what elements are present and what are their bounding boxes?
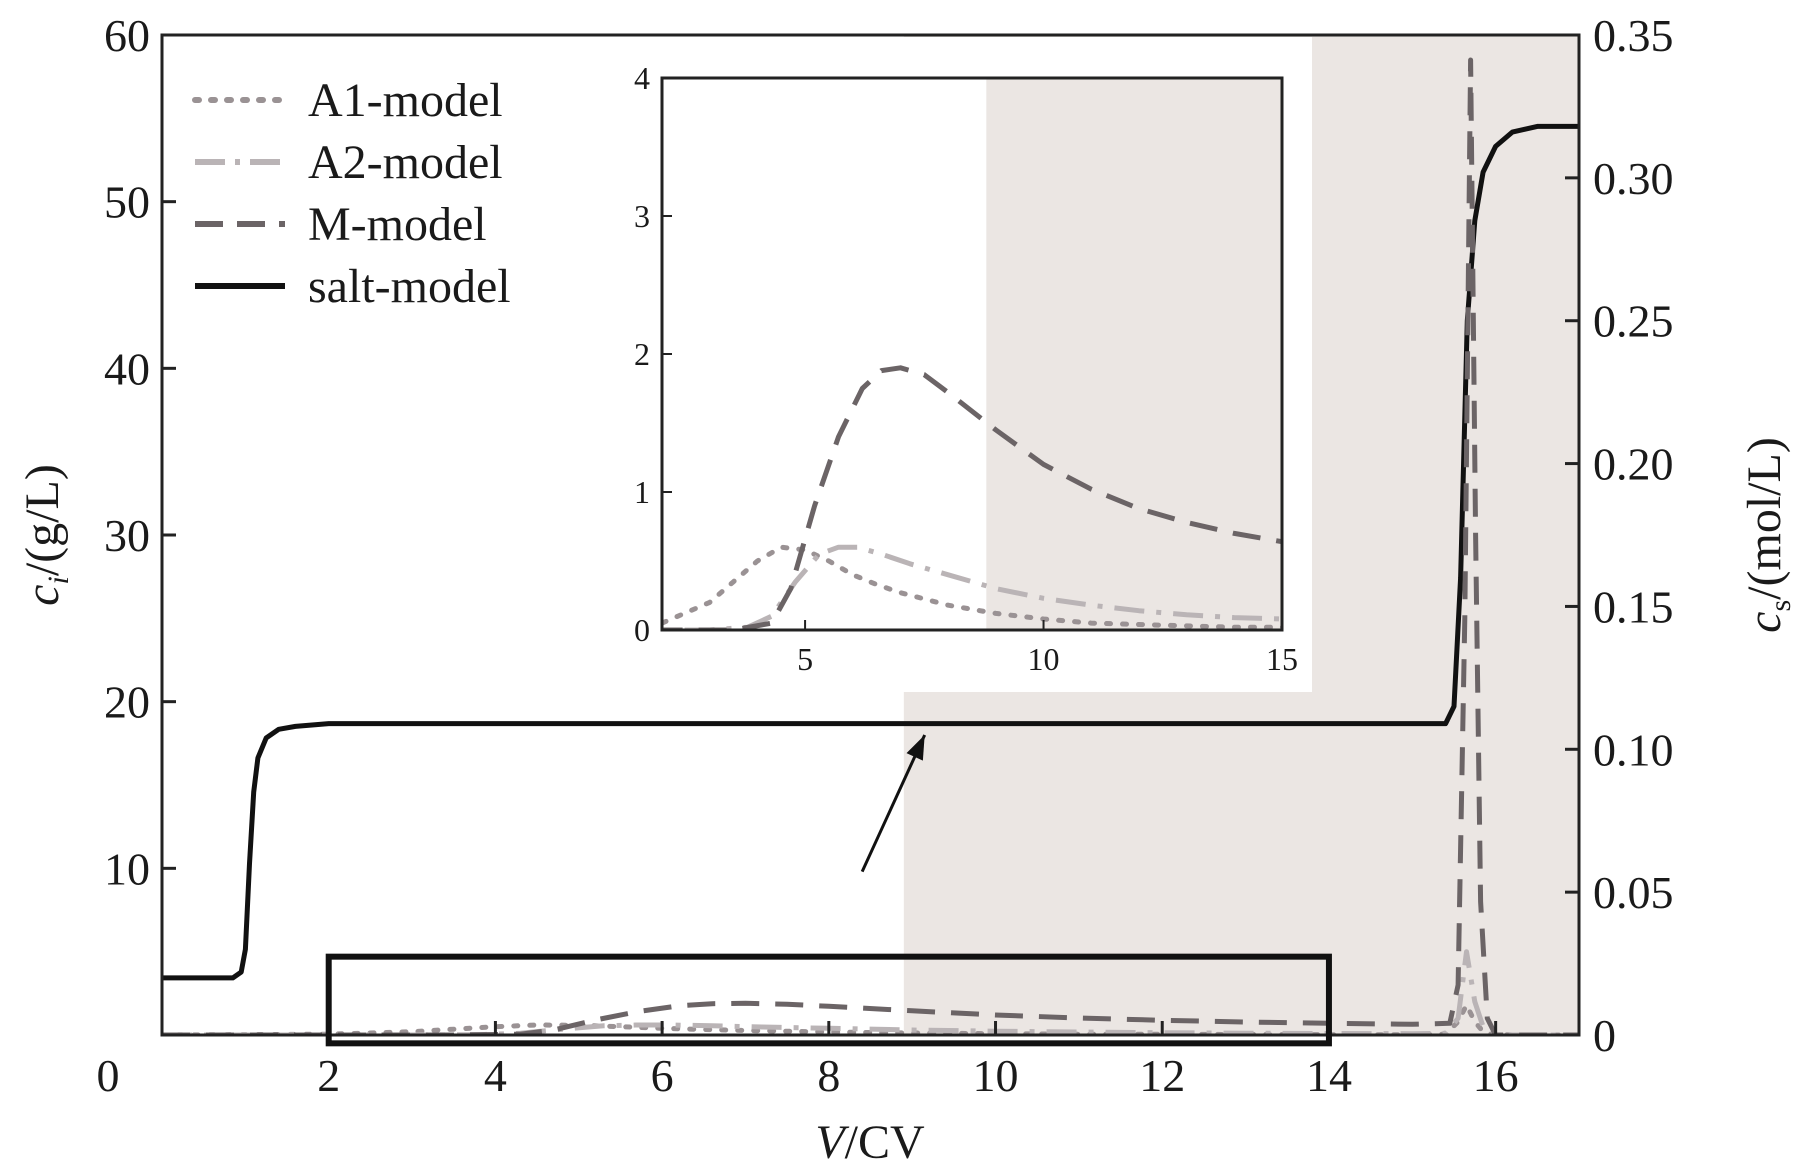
y-right-axis-title: cs/(mol/L) [1738,437,1797,633]
inset-y-tick-label-0: 0 [634,612,650,648]
inset-x-tick-label-10: 10 [1028,641,1060,677]
inset-x-tick-label-15: 15 [1266,641,1298,677]
inset-y-tick-label-4: 4 [634,60,650,96]
y-right-tick-label-3: 0.15 [1593,581,1674,632]
y-left-axis-title: ci/(g/L) [16,464,75,606]
tick-labels: 2 4 6 8 10 12 14 16010203040506000.050.100.150.… [97,10,1674,1101]
zoom-arrow-head [906,735,925,761]
y-right-tick-label-6: 0.30 [1593,153,1674,204]
y-right-tick-label-4: 0.20 [1593,439,1674,490]
series-line-salt [162,123,1579,981]
x-tick-label-12: 12 [1139,1050,1185,1101]
inset-tick-labels: 5 10 15 0 1 2 3 4 [634,60,1298,677]
inset-y-tick-label-1: 1 [634,474,650,510]
inset-shaded-region [986,78,1282,630]
inset-series-line-a1 [662,544,1282,630]
inset-series-line-m [662,365,1282,630]
x-tick-label-6: 6 [651,1050,674,1101]
inset-y-tick-label-3: 3 [634,198,650,234]
legend-label-a2: A2-model [308,136,503,189]
x-axis-title: V/CV [815,1116,925,1169]
axis-ticks [162,33,1579,1037]
x-tick-label-4: 4 [484,1050,507,1101]
legend-label-a1: A1-model [308,74,503,127]
y-right-tick-label-1: 0.05 [1593,867,1674,918]
zoom-arrow [860,734,927,873]
y-right-tick-label-5: 0.25 [1593,296,1674,347]
x-tick-label-14: 14 [1306,1050,1352,1101]
y-right-tick-label-2: 0.10 [1593,724,1674,775]
legend-label-salt: salt-model [308,260,511,313]
inset-x-tick-label-5: 5 [797,641,813,677]
y-right-tick-label-0: 0 [1593,1010,1616,1061]
x-tick-label-10: 10 [973,1050,1019,1101]
y-left-tick-label-20: 20 [104,677,150,728]
zoom-box [325,953,1332,1047]
x-tick-label-2: 2 [317,1050,340,1101]
inset-axis-ticks [662,77,1283,631]
inset-series-line-a2 [662,544,1282,630]
legend: A1-model A2-model M-model salt-model [192,74,511,313]
inset-plot: 5 10 15 0 1 2 3 4 [634,60,1298,677]
origin-tick-label: 0 [97,1050,120,1101]
legend-label-m: M-model [308,198,487,251]
y-left-tick-label-60: 60 [104,10,150,61]
inset-y-tick-label-2: 2 [634,336,650,372]
series-line-m [162,57,1579,1035]
inset-shaded-rect [986,78,1282,630]
y-right-tick-label-7: 0.35 [1593,10,1674,61]
inset-series-group [662,365,1282,630]
y-left-tick-label-10: 10 [104,843,150,894]
x-tick-label-16: 16 [1473,1050,1519,1101]
x-tick-label-8: 8 [817,1050,840,1101]
y-left-tick-label-30: 30 [104,510,150,561]
y-left-tick-label-50: 50 [104,177,150,228]
y-left-tick-label-40: 40 [104,343,150,394]
